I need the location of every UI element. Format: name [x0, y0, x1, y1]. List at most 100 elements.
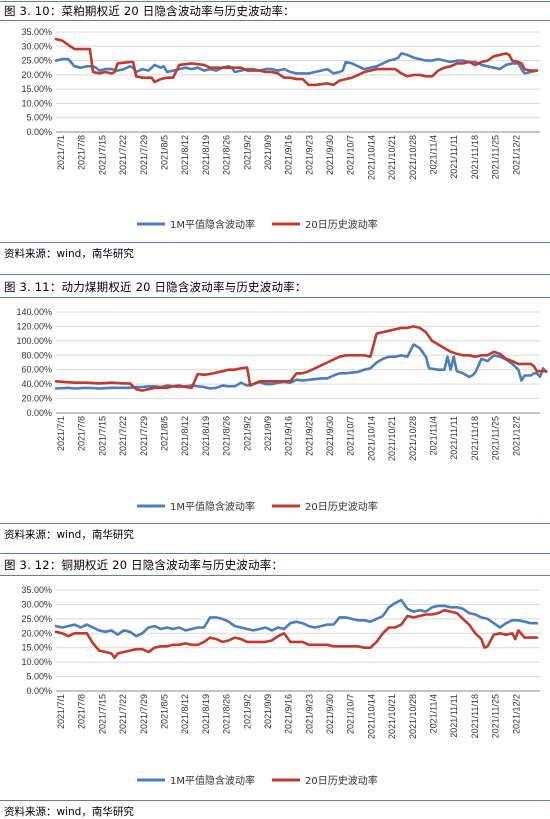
y-tick-label: 15.00% [21, 643, 52, 653]
x-tick-label: 2021/9/2 [242, 694, 252, 729]
section-rule-2 [0, 274, 550, 275]
x-tick-label: 2021/10/14 [366, 135, 376, 180]
x-tick-label: 2021/11/4 [429, 135, 439, 174]
x-tick-label: 2021/12/2 [511, 135, 521, 175]
x-tick-label: 2021/9/9 [263, 694, 273, 729]
x-tick-label: 2021/10/28 [408, 416, 418, 461]
y-tick-label: 5.00% [26, 113, 52, 123]
x-tick-label: 2021/10/14 [366, 694, 376, 739]
x-tick-label: 2021/11/25 [491, 135, 501, 179]
x-tick-label: 2021/9/23 [304, 694, 314, 734]
y-tick-label: 20.00% [21, 394, 52, 404]
y-tick-label: 15.00% [21, 84, 52, 94]
y-tick-label: 10.00% [21, 98, 52, 108]
x-tick-label: 2021/9/16 [284, 694, 294, 734]
x-tick-label: 2021/8/12 [180, 694, 190, 734]
y-tick-label: 35.00% [21, 27, 52, 37]
x-tick-label: 2021/7/8 [77, 135, 87, 170]
x-tick-label: 2021/9/2 [242, 135, 252, 170]
x-tick-label: 2021/8/19 [201, 135, 211, 175]
x-tick-label: 2021/8/19 [201, 694, 211, 734]
x-tick-label: 2021/7/1 [56, 135, 66, 170]
y-tick-label: 20.00% [21, 628, 52, 638]
x-tick-label: 2021/12/2 [511, 416, 521, 456]
x-tick-label: 2021/9/16 [284, 135, 294, 175]
x-tick-label: 2021/7/1 [56, 694, 66, 729]
y-tick-label: 30.00% [21, 41, 52, 51]
x-tick-label: 2021/10/7 [346, 416, 356, 456]
y-tick-label: 80.00% [21, 350, 52, 360]
title-rule-1 [0, 20, 550, 21]
x-tick-label: 2021/11/25 [491, 416, 501, 460]
x-tick-label: 2021/11/4 [429, 694, 439, 733]
series-line-implied [54, 343, 548, 390]
x-tick-label: 2021/7/15 [97, 135, 107, 175]
x-tick-label: 2021/9/16 [284, 416, 294, 456]
x-tick-label: 2021/11/18 [470, 135, 480, 179]
y-tick-label: 5.00% [26, 672, 52, 682]
series-line-historical [54, 325, 548, 392]
top-rule [0, 1, 550, 2]
source-rule-2 [0, 523, 550, 524]
y-tick-label: 35.00% [21, 585, 52, 595]
x-tick-label: 2021/10/7 [346, 135, 356, 175]
y-tick-label: 140.00% [16, 307, 52, 317]
source-rule-3 [0, 800, 550, 801]
y-tick-label: 10.00% [21, 657, 52, 667]
y-tick-label: 20.00% [21, 70, 52, 80]
y-tick-label: 25.00% [21, 614, 52, 624]
series-line-historical [54, 608, 539, 660]
y-tick-label: 120.00% [16, 321, 52, 331]
x-tick-label: 2021/7/22 [118, 416, 128, 456]
source-note-3: 资料来源：wind，南华研究 [4, 806, 134, 818]
y-tick-label: 100.00% [16, 336, 52, 346]
x-tick-label: 2021/7/15 [97, 694, 107, 734]
x-tick-label: 2021/9/30 [325, 135, 335, 175]
x-tick-label: 2021/8/12 [180, 416, 190, 456]
x-tick-label: 2021/10/7 [346, 694, 356, 734]
x-tick-label: 2021/9/23 [304, 416, 314, 456]
x-tick-label: 2021/8/19 [201, 416, 211, 456]
x-tick-label: 2021/7/22 [118, 694, 128, 734]
y-tick-label: 60.00% [21, 365, 52, 375]
x-tick-label: 2021/8/26 [222, 416, 232, 456]
y-tick-label: 0.00% [26, 408, 52, 418]
x-tick-label: 2021/7/29 [139, 694, 149, 734]
chart-3: 0.00% 5.00% 10.00% 15.00% 20.00% 25.00% 30.00%… [21, 585, 540, 787]
x-tick-label: 2021/7/8 [77, 416, 87, 451]
chart-title-1: 图 3. 10：菜粕期权近 20 日隐含波动率与历史波动率： [4, 4, 295, 18]
source-note-2: 资料来源：wind，南华研究 [4, 529, 134, 541]
x-tick-label: 2021/10/21 [387, 135, 397, 180]
x-tick-label: 2021/11/11 [449, 416, 459, 460]
x-tick-label: 2021/10/28 [408, 135, 418, 180]
x-tick-label: 2021/9/30 [325, 416, 335, 456]
legend-label-implied: 1M平值隐含波动率 [170, 774, 255, 787]
legend-label-historical: 20日历史波动率 [305, 774, 378, 787]
x-tick-label: 2021/7/29 [139, 416, 149, 456]
x-tick-label: 2021/9/23 [304, 135, 314, 175]
x-tick-label: 2021/12/2 [511, 694, 521, 734]
x-tick-label: 2021/8/12 [180, 135, 190, 175]
x-tick-label: 2021/8/26 [222, 694, 232, 734]
x-tick-label: 2021/11/18 [470, 416, 480, 460]
x-tick-label: 2021/9/9 [263, 135, 273, 170]
x-tick-label: 2021/8/5 [159, 416, 169, 451]
x-tick-label: 2021/7/1 [56, 416, 66, 451]
legend-label-historical: 20日历史波动率 [305, 500, 378, 513]
y-tick-label: 0.00% [26, 127, 52, 137]
x-tick-label: 2021/11/11 [449, 135, 459, 179]
source-rule-1 [0, 242, 550, 243]
legend-label-implied: 1M平值隐含波动率 [170, 218, 255, 231]
x-tick-label: 2021/8/26 [222, 135, 232, 175]
x-tick-label: 2021/8/5 [159, 694, 169, 729]
x-tick-label: 2021/7/29 [139, 135, 149, 175]
x-tick-label: 2021/11/11 [449, 694, 459, 738]
x-tick-label: 2021/10/21 [387, 694, 397, 739]
y-tick-label: 25.00% [21, 56, 52, 66]
x-tick-label: 2021/11/4 [429, 416, 439, 455]
x-tick-label: 2021/7/8 [77, 694, 87, 729]
x-tick-label: 2021/9/9 [263, 416, 273, 451]
series-line-implied [54, 598, 539, 638]
x-tick-label: 2021/10/28 [408, 694, 418, 739]
title-rule-2 [0, 297, 550, 298]
